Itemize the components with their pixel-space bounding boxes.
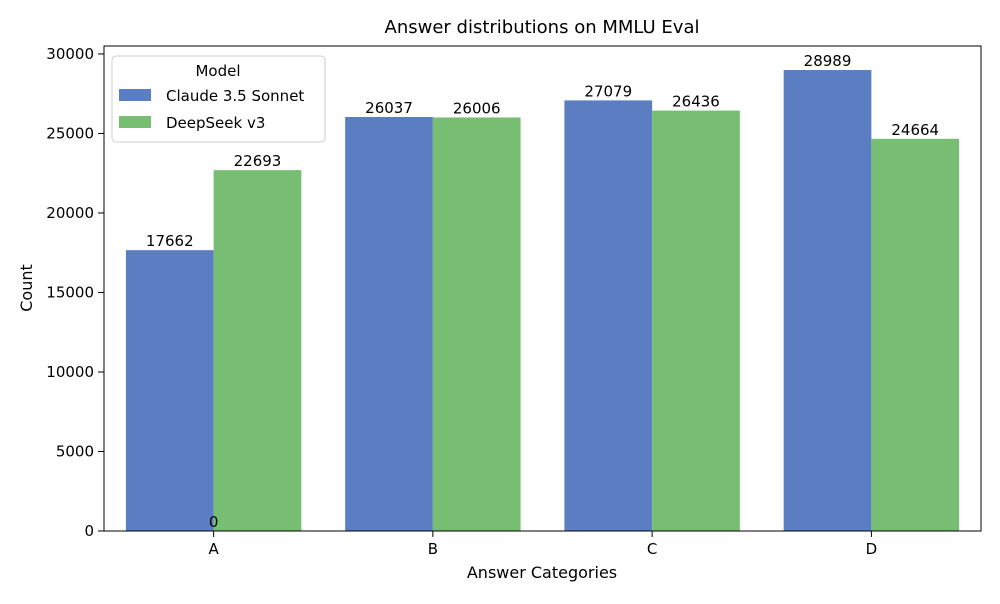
- bar-d-series-1: [871, 138, 960, 532]
- legend-label-claude: Claude 3.5 Sonnet: [166, 87, 304, 105]
- bar-a-series-1: [213, 170, 302, 531]
- data-label-d-series-0: 28989: [804, 52, 852, 70]
- data-label-a-series-0: 17662: [146, 232, 194, 250]
- x-tick-label: D: [866, 540, 878, 558]
- bars-layer: [125, 70, 960, 532]
- legend-box: [111, 55, 326, 143]
- bar-b-series-0: [345, 116, 433, 531]
- plot-frame: [103, 45, 982, 532]
- legend-swatch-claude: [119, 89, 151, 101]
- y-tick-label: 25000: [46, 124, 94, 142]
- annotation-0: 0: [209, 513, 219, 531]
- legend-title: Model: [195, 62, 240, 80]
- data-label-c-series-1: 26436: [672, 93, 720, 111]
- y-tick-label: 10000: [46, 363, 94, 381]
- y-tick-label: 0: [84, 522, 94, 540]
- y-tick-label: 5000: [56, 442, 94, 460]
- x-axis: A B C D: [208, 531, 877, 558]
- x-tick-label: A: [208, 540, 219, 558]
- y-tick-label: 15000: [46, 283, 94, 301]
- x-tick-label: B: [428, 540, 438, 558]
- chart-title: Answer distributions on MMLU Eval: [385, 17, 700, 38]
- y-axis: 0 5000 10000 15000 20000 25000 30000: [46, 45, 104, 540]
- data-label-a-series-1: 22693: [234, 152, 282, 170]
- y-axis-label: Count: [17, 264, 36, 312]
- legend-label-deepseek: DeepSeek v3: [166, 114, 265, 132]
- legend-swatch-deepseek: [119, 116, 151, 128]
- data-label-b-series-1: 26006: [453, 99, 501, 117]
- legend: Model Claude 3.5 Sonnet DeepSeek v3: [111, 55, 326, 143]
- x-axis-label: Answer Categories: [467, 563, 617, 582]
- bar-b-series-1: [432, 117, 521, 532]
- data-labels-layer: 17662 22693 26037 26006 27079 26436 28989 24664…: [146, 52, 939, 531]
- data-label-c-series-0: 27079: [584, 82, 632, 100]
- x-tick-label: C: [647, 540, 657, 558]
- data-label-d-series-1: 24664: [891, 121, 939, 139]
- data-label-b-series-0: 26037: [365, 99, 413, 117]
- bar-d-series-0: [783, 70, 872, 531]
- y-tick-label: 30000: [46, 45, 94, 63]
- bar-c-series-0: [564, 100, 653, 532]
- bar-c-series-1: [652, 110, 740, 532]
- bar-a-series-0: [125, 250, 214, 531]
- y-tick-label: 20000: [46, 204, 94, 222]
